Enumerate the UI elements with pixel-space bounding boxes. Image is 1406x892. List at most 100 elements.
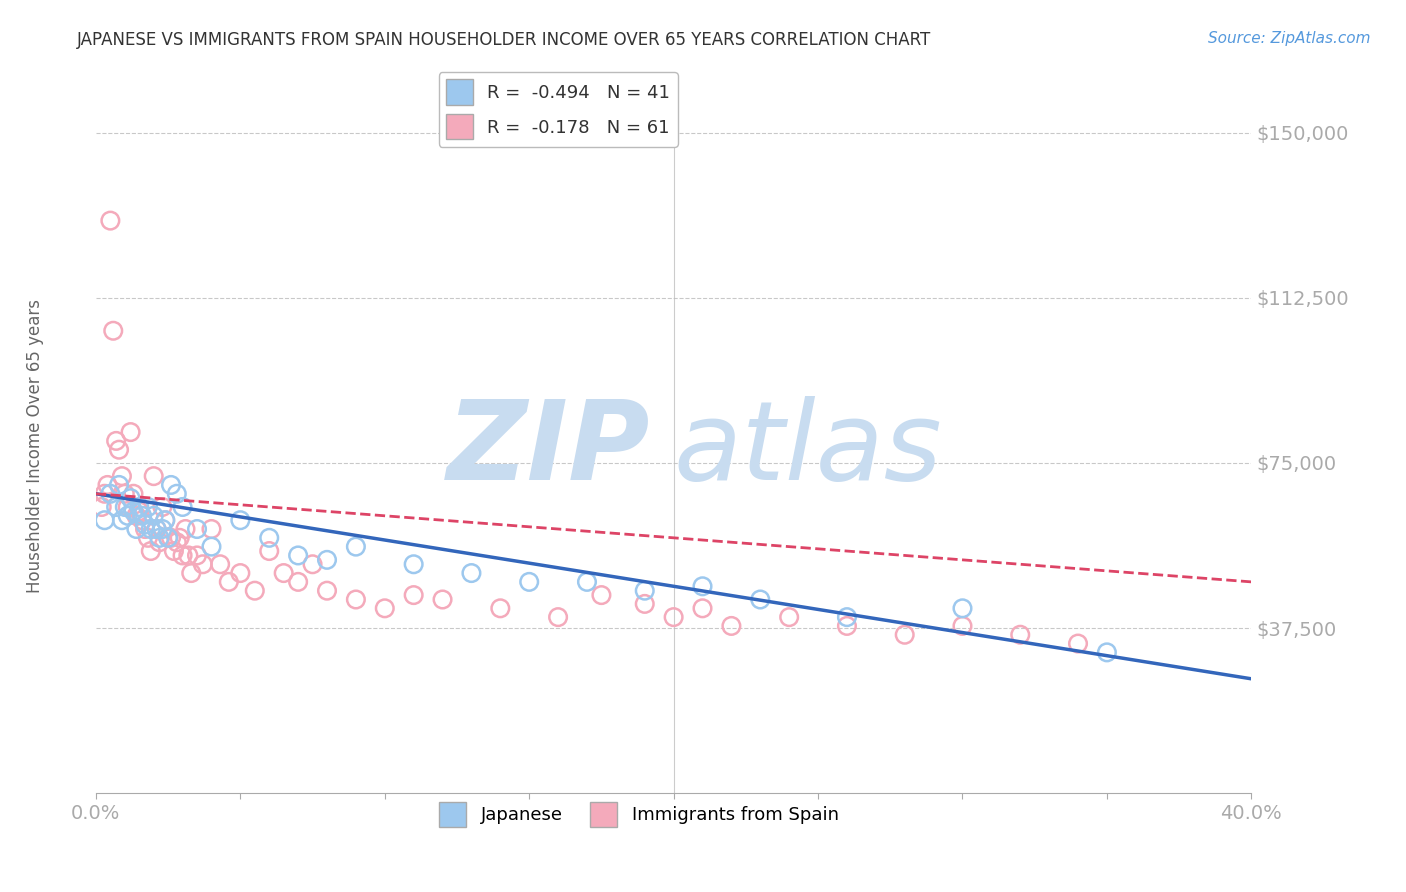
Text: Householder Income Over 65 years: Householder Income Over 65 years	[27, 299, 44, 593]
Point	[186, 522, 208, 536]
Point	[1010, 628, 1032, 642]
Point	[136, 500, 159, 514]
Point	[174, 522, 197, 536]
Point	[316, 553, 339, 567]
Point	[835, 619, 858, 633]
Point	[517, 574, 540, 589]
Point	[148, 531, 170, 545]
Point	[273, 566, 295, 580]
Point	[122, 487, 145, 501]
Point	[344, 592, 367, 607]
Point	[155, 513, 177, 527]
Point	[172, 549, 194, 563]
Point	[122, 504, 145, 518]
Point	[98, 487, 121, 501]
Point	[778, 610, 800, 624]
Text: ZIP: ZIP	[447, 396, 651, 503]
Point	[166, 487, 188, 501]
Point	[105, 434, 128, 448]
Point	[114, 487, 136, 501]
Point	[1095, 645, 1118, 659]
Point	[172, 500, 194, 514]
Point	[134, 522, 156, 536]
Point	[108, 442, 131, 457]
Point	[105, 500, 128, 514]
Point	[634, 597, 657, 611]
Point	[125, 508, 148, 523]
Point	[90, 500, 112, 514]
Point	[155, 513, 177, 527]
Point	[432, 592, 454, 607]
Point	[402, 558, 425, 572]
Point	[160, 531, 183, 545]
Point	[893, 628, 915, 642]
Point	[157, 531, 180, 545]
Point	[749, 592, 772, 607]
Point	[200, 540, 222, 554]
Point	[692, 579, 714, 593]
Point	[145, 522, 167, 536]
Point	[180, 566, 202, 580]
Point	[145, 522, 167, 536]
Point	[157, 531, 180, 545]
Point	[103, 324, 125, 338]
Point	[1067, 636, 1090, 650]
Point	[952, 619, 974, 633]
Point	[117, 500, 139, 514]
Point	[177, 549, 200, 563]
Point	[402, 588, 425, 602]
Point	[200, 522, 222, 536]
Point	[128, 500, 150, 514]
Legend: Japanese, Immigrants from Spain: Japanese, Immigrants from Spain	[432, 795, 846, 834]
Point	[120, 425, 142, 439]
Point	[108, 478, 131, 492]
Point	[191, 558, 214, 572]
Point	[257, 544, 280, 558]
Point	[142, 469, 165, 483]
Point	[229, 566, 252, 580]
Point	[114, 500, 136, 514]
Point	[692, 601, 714, 615]
Point	[117, 508, 139, 523]
Point	[952, 601, 974, 615]
Point	[287, 549, 309, 563]
Text: JAPANESE VS IMMIGRANTS FROM SPAIN HOUSEHOLDER INCOME OVER 65 YEARS CORRELATION C: JAPANESE VS IMMIGRANTS FROM SPAIN HOUSEH…	[77, 31, 932, 49]
Point	[229, 513, 252, 527]
Point	[136, 531, 159, 545]
Point	[209, 558, 232, 572]
Point	[316, 583, 339, 598]
Point	[120, 491, 142, 505]
Point	[139, 544, 162, 558]
Point	[257, 531, 280, 545]
Point	[142, 508, 165, 523]
Point	[169, 531, 191, 545]
Point	[134, 517, 156, 532]
Point	[835, 610, 858, 624]
Text: Source: ZipAtlas.com: Source: ZipAtlas.com	[1208, 31, 1371, 46]
Point	[662, 610, 685, 624]
Point	[125, 522, 148, 536]
Point	[96, 478, 118, 492]
Point	[344, 540, 367, 554]
Point	[128, 504, 150, 518]
Point	[163, 544, 186, 558]
Point	[139, 522, 162, 536]
Text: atlas: atlas	[673, 396, 942, 503]
Point	[111, 513, 134, 527]
Point	[148, 535, 170, 549]
Point	[150, 500, 173, 514]
Point	[591, 588, 613, 602]
Point	[634, 583, 657, 598]
Point	[243, 583, 266, 598]
Point	[547, 610, 569, 624]
Point	[287, 574, 309, 589]
Point	[131, 508, 153, 523]
Point	[186, 549, 208, 563]
Point	[166, 535, 188, 549]
Point	[489, 601, 512, 615]
Point	[111, 469, 134, 483]
Point	[720, 619, 742, 633]
Point	[93, 513, 115, 527]
Point	[374, 601, 396, 615]
Point	[93, 487, 115, 501]
